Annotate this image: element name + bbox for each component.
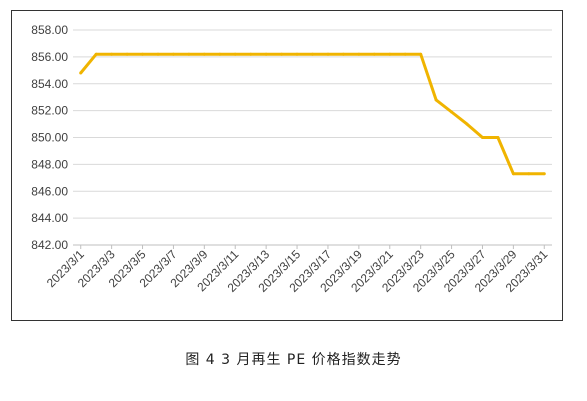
data-point xyxy=(481,136,484,139)
data-point xyxy=(372,52,376,56)
y-tick-label: 852.00 xyxy=(31,104,68,118)
y-tick-label: 848.00 xyxy=(31,157,68,171)
data-point xyxy=(311,52,314,56)
data-point xyxy=(218,52,222,56)
data-point xyxy=(326,52,330,56)
data-point xyxy=(233,52,237,56)
data-point xyxy=(295,52,299,56)
data-point xyxy=(450,110,454,114)
data-point xyxy=(341,52,345,56)
data-point xyxy=(465,122,469,126)
data-point xyxy=(388,52,392,56)
data-point xyxy=(141,52,144,56)
y-tick-label: 854.00 xyxy=(31,77,68,91)
data-point xyxy=(357,52,361,56)
data-point xyxy=(249,52,253,56)
data-point xyxy=(94,52,98,56)
data-point xyxy=(125,52,129,56)
data-point xyxy=(202,52,206,56)
data-point xyxy=(156,52,160,56)
chart-frame: 842.00 844.00 846.00 848.00 850.00 852.00 854.… xyxy=(11,10,563,321)
data-point xyxy=(187,52,191,56)
series-layer xyxy=(79,52,546,176)
y-tick-label: 844.00 xyxy=(31,211,68,225)
data-point xyxy=(110,52,114,56)
figure-caption: 图 4 3 月再生 PE 价格指数走势 xyxy=(185,352,402,368)
data-point xyxy=(403,52,407,56)
y-tick-label: 846.00 xyxy=(31,184,68,198)
series-line xyxy=(79,52,545,176)
data-point xyxy=(527,172,531,176)
line-chart: 842.00 844.00 846.00 848.00 850.00 852.00 854.… xyxy=(31,23,552,295)
grid-lines xyxy=(73,29,552,246)
data-point xyxy=(280,52,284,56)
data-point xyxy=(419,52,423,56)
y-tick-label: 842.00 xyxy=(31,238,68,252)
y-axis: 842.00 844.00 846.00 848.00 850.00 852.00 854.… xyxy=(31,23,68,252)
data-point xyxy=(79,71,83,75)
y-tick-label: 858.00 xyxy=(31,23,68,37)
y-tick-label: 856.00 xyxy=(31,50,68,64)
data-point xyxy=(496,136,500,139)
y-tick-label: 850.00 xyxy=(31,131,68,145)
data-point xyxy=(264,52,268,56)
data-point xyxy=(171,52,175,56)
x-axis: 2023/3/12023/3/32023/3/52023/3/72023/3/9… xyxy=(44,245,551,295)
data-point xyxy=(434,98,438,102)
data-point xyxy=(542,172,546,176)
data-point xyxy=(511,172,515,176)
